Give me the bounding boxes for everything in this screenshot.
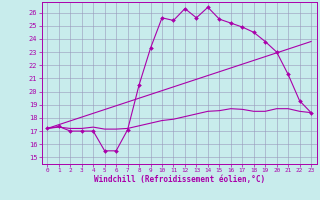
X-axis label: Windchill (Refroidissement éolien,°C): Windchill (Refroidissement éolien,°C) [94, 175, 265, 184]
